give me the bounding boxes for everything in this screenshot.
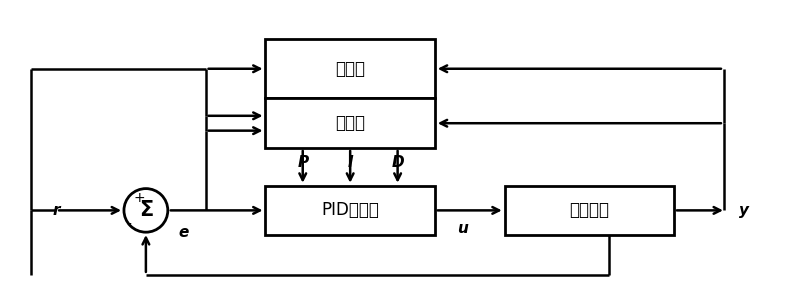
Text: PID控制器: PID控制器 — [322, 201, 379, 219]
Text: e: e — [178, 225, 189, 240]
Bar — [266, 39, 435, 98]
Text: Σ: Σ — [138, 200, 153, 220]
Text: 推理机: 推理机 — [335, 114, 365, 132]
Text: +: + — [133, 190, 145, 205]
Text: P: P — [297, 155, 308, 170]
Text: 被控对象: 被控对象 — [570, 201, 610, 219]
Bar — [266, 186, 435, 235]
Text: -: - — [126, 218, 131, 232]
Bar — [505, 186, 674, 235]
Text: D: D — [391, 155, 404, 170]
Text: 知识库: 知识库 — [335, 60, 365, 78]
Text: r: r — [53, 203, 60, 218]
Circle shape — [124, 189, 168, 232]
Bar — [266, 98, 435, 148]
Text: I: I — [347, 155, 353, 170]
Text: u: u — [458, 221, 468, 236]
Text: y: y — [739, 203, 749, 218]
